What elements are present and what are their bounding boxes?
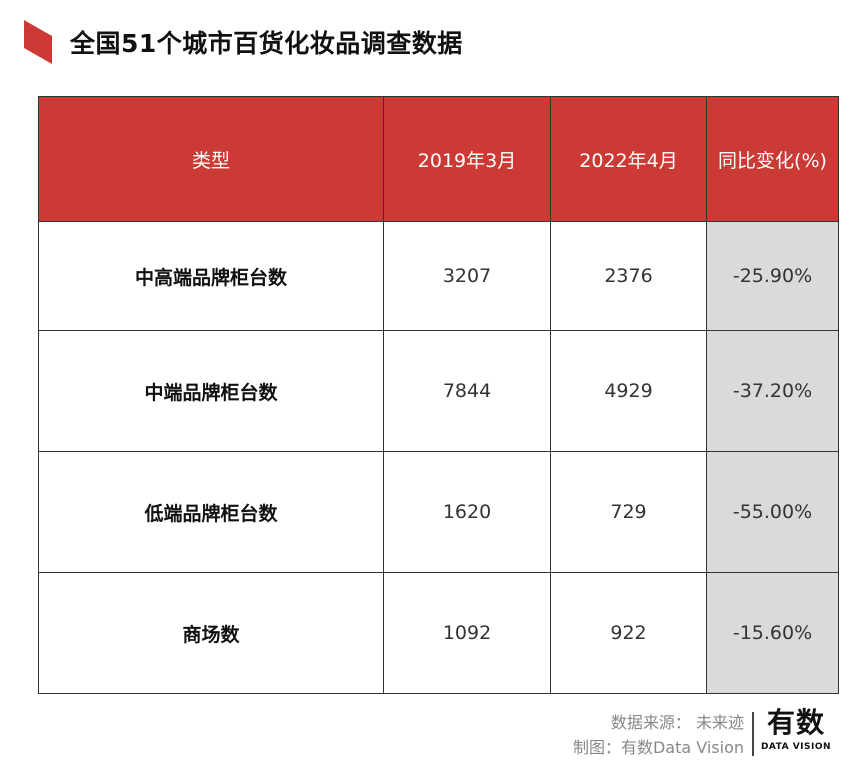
footer-credits: 数据来源： 未来迹 制图：有数Data Vision <box>573 710 744 760</box>
value-2019: 3207 <box>383 221 551 331</box>
logo-wordmark: 有数 <box>766 706 825 739</box>
footer-divider <box>752 712 754 756</box>
table-row: 中端品牌柜台数 7844 4929 -37.20% <box>38 330 839 452</box>
page-title: 全国51个城市百货化妆品调查数据 <box>70 29 463 58</box>
table-row: 低端品牌柜台数 1620 729 -55.00% <box>38 451 839 573</box>
table-row: 中高端品牌柜台数 3207 2376 -25.90% <box>38 221 839 331</box>
value-change: -37.20% <box>706 330 839 452</box>
value-2022: 4929 <box>550 330 707 452</box>
value-2019: 7844 <box>383 330 551 452</box>
value-2022: 2376 <box>550 221 707 331</box>
table-row: 商场数 1092 922 -15.60% <box>38 572 839 694</box>
data-table: 类型 2019年3月 2022年4月 同比变化(%) 中高端品牌柜台数 3207… <box>38 96 839 694</box>
value-2019: 1092 <box>383 572 551 694</box>
title-bar: 全国51个城市百货化妆品调查数据 <box>24 20 463 64</box>
row-label: 低端品牌柜台数 <box>38 451 384 573</box>
brand-logo: 有数 DATA VISION <box>760 706 832 752</box>
value-change: -15.60% <box>706 572 839 694</box>
table-header-row: 类型 2019年3月 2022年4月 同比变化(%) <box>38 96 839 222</box>
value-change: -25.90% <box>706 221 839 331</box>
value-2022: 922 <box>550 572 707 694</box>
value-change: -55.00% <box>706 451 839 573</box>
column-header-type: 类型 <box>38 96 384 222</box>
column-header-change: 同比变化(%) <box>706 96 839 222</box>
column-header-2022: 2022年4月 <box>550 96 707 222</box>
chart-maker: 制图：有数Data Vision <box>572 738 744 757</box>
row-label: 商场数 <box>38 572 384 694</box>
column-header-2019: 2019年3月 <box>383 96 551 222</box>
row-label: 中端品牌柜台数 <box>38 330 384 452</box>
data-source: 数据来源： 未来迹 <box>610 713 744 732</box>
row-label: 中高端品牌柜台数 <box>38 221 384 331</box>
value-2019: 1620 <box>383 451 551 573</box>
value-2022: 729 <box>550 451 707 573</box>
title-marker-icon <box>24 20 52 64</box>
logo-subtitle: DATA VISION <box>760 742 832 752</box>
